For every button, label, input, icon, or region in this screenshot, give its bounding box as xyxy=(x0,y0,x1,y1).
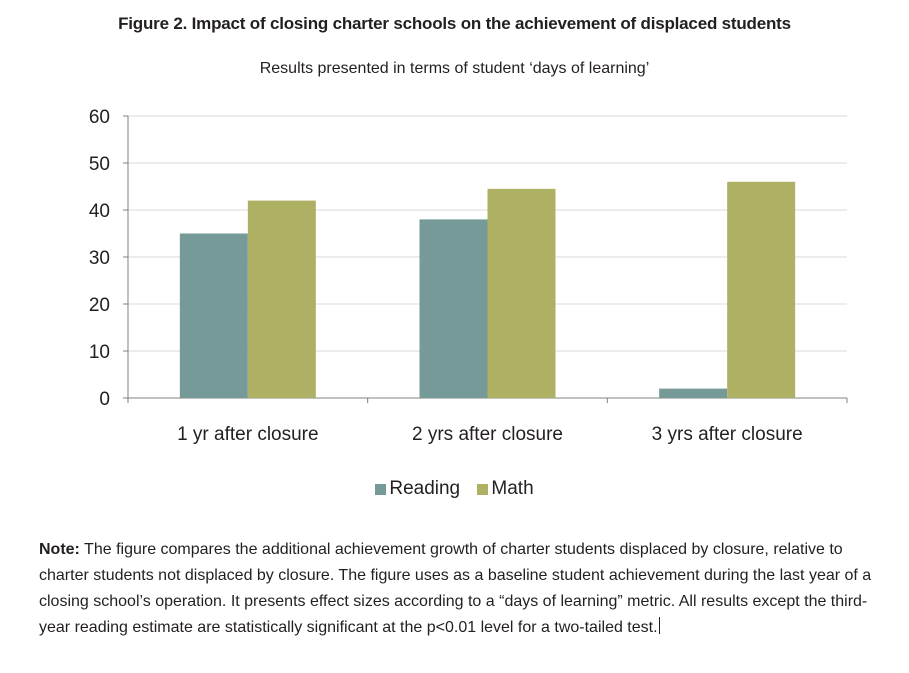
chart-subtitle: Results presented in terms of student ‘d… xyxy=(259,60,650,77)
x-tick-label: 1 yr after closure xyxy=(177,424,319,445)
y-tick-label: 30 xyxy=(89,248,110,269)
y-tick-label: 60 xyxy=(89,107,110,128)
figure-note: Note: The figure compares the additional… xyxy=(39,537,874,641)
legend-item-math: Math xyxy=(477,478,534,500)
legend: Reading Math xyxy=(0,478,909,501)
y-tick-label: 50 xyxy=(89,154,110,175)
x-tick-label: 3 yrs after closure xyxy=(652,424,803,445)
note-label: Note: xyxy=(39,541,80,558)
text-cursor xyxy=(658,617,660,634)
legend-label-reading: Reading xyxy=(389,478,461,499)
bar-math-1 xyxy=(247,200,316,398)
y-tick-label: 20 xyxy=(89,295,110,316)
legend-label-math: Math xyxy=(491,478,534,499)
legend-item-reading: Reading xyxy=(375,478,460,500)
legend-swatch-reading xyxy=(375,483,387,495)
note-text: The figure compares the additional achie… xyxy=(39,541,872,636)
y-tick-label: 10 xyxy=(89,342,110,363)
bar-reading-1 xyxy=(179,233,248,398)
x-tick-label: 2 yrs after closure xyxy=(412,424,563,445)
bar-chart: 0 10 20 30 40 50 60 1 yr after closure 2 yrs aft… xyxy=(89,107,848,445)
y-tick-label: 0 xyxy=(99,389,110,410)
chart-title: Figure 2. Impact of closing charter scho… xyxy=(118,14,791,33)
bar-reading-3 xyxy=(659,388,728,398)
bar-math-3 xyxy=(727,181,796,398)
y-tick-label: 40 xyxy=(89,201,110,222)
bar-math-2 xyxy=(487,188,556,398)
legend-swatch-math xyxy=(477,483,489,495)
bar-reading-2 xyxy=(419,219,488,398)
